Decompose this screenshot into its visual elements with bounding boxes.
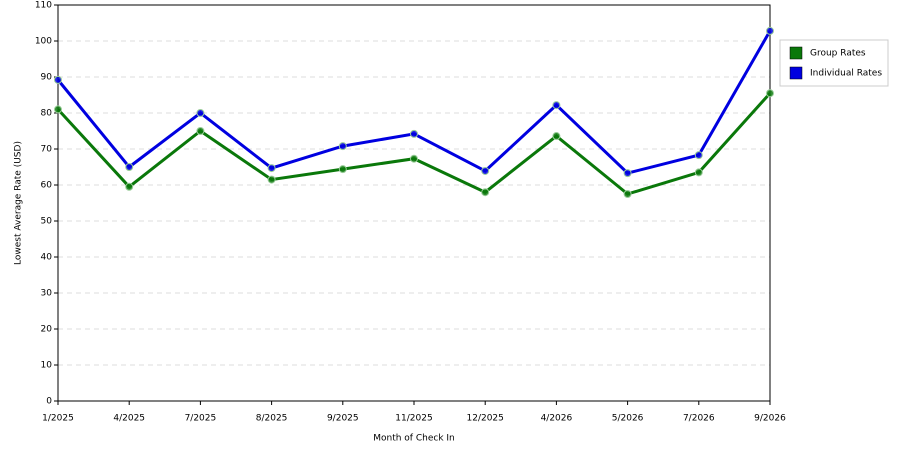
x-tick-label: 11/2025 [395,414,432,424]
y-tick-label: 30 [41,289,53,299]
data-point [623,169,632,178]
data-point [54,75,62,84]
x-tick-label: 1/2025 [42,414,74,424]
x-tick-label: 4/2026 [541,414,573,424]
series-line [56,30,772,175]
data-point [125,163,134,171]
x-tick-label: 7/2025 [185,414,217,424]
data-point [338,142,347,151]
data-point [338,165,347,174]
plot-frame [57,4,771,402]
data-point [623,190,632,198]
x-tick-label: 9/2026 [754,414,786,424]
series-line [56,92,772,196]
legend-label: Individual Rates [810,69,882,79]
data-point [481,166,490,175]
y-tick-label: 100 [35,37,52,47]
x-tick-label: 9/2025 [327,414,359,424]
data-point [267,175,276,184]
data-point [196,127,205,135]
y-tick-label: 80 [41,109,53,119]
legend-swatch [789,66,803,80]
legend-label: Group Rates [810,49,866,59]
y-tick-label: 20 [41,325,53,335]
x-tick-label: 5/2026 [612,414,644,424]
data-point [694,168,703,177]
x-tick-label: 12/2025 [467,414,504,424]
x-tick-label: 8/2025 [256,414,288,424]
data-point [410,129,418,138]
data-point [766,26,774,35]
data-point [481,188,490,197]
data-point [196,109,205,117]
x-tick-label: 7/2026 [683,414,715,424]
data-point [54,105,62,114]
y-tick-label: 110 [35,1,52,11]
y-tick-label: 0 [46,397,52,407]
data-point [410,154,418,163]
data-point [267,164,276,173]
data-point [694,151,703,160]
y-tick-label: 10 [41,361,53,371]
data-point [766,89,774,98]
x-tick-label: 4/2025 [113,414,145,424]
y-axis-title: Lowest Average Rate (USD) [14,141,24,265]
y-tick-label: 40 [41,253,53,263]
x-axis-title: Month of Check In [373,434,455,444]
y-tick-label: 70 [41,145,53,155]
y-tick-label: 60 [41,181,53,191]
data-point [125,182,134,191]
legend-swatch [789,46,803,60]
y-tick-label: 50 [41,217,53,227]
data-point [552,132,561,141]
data-point [552,101,561,110]
y-tick-label: 90 [41,73,53,83]
